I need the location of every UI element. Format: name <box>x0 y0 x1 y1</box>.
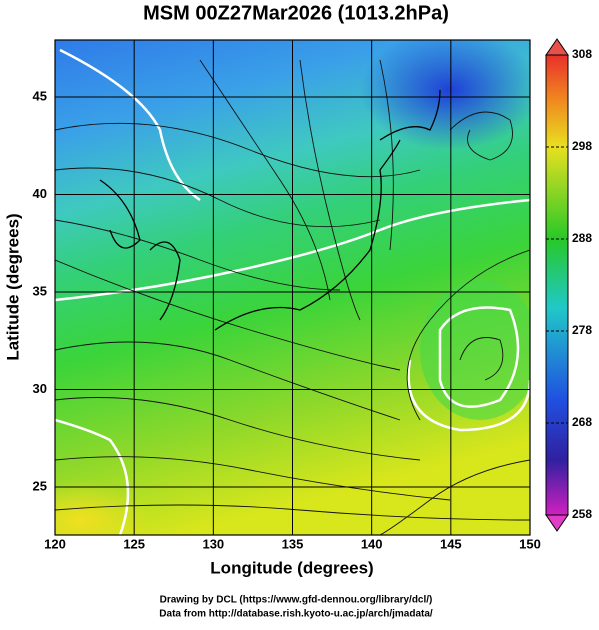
plot-frame <box>54 39 531 536</box>
field <box>55 40 530 535</box>
y-tick-label: 45 <box>33 88 47 103</box>
colorbar <box>545 38 569 532</box>
colorbar-extend <box>545 514 569 532</box>
x-tick-label: 135 <box>282 536 304 551</box>
colorbar-tick-label: 308 <box>572 47 592 61</box>
y-tick-label: 30 <box>33 381 47 396</box>
isotherms <box>55 48 530 535</box>
x-tick-label: 130 <box>202 536 224 551</box>
colorbar-tick-label: 298 <box>572 139 592 153</box>
x-tick-label: 120 <box>44 536 66 551</box>
streamlines <box>55 59 530 535</box>
y-tick-label: 35 <box>33 283 47 298</box>
colorbar-scale <box>545 54 569 516</box>
x-axis-label: Longitude (degrees) <box>210 558 373 577</box>
colorbar-tick-label: 288 <box>572 231 592 245</box>
x-tick-label: 145 <box>440 536 462 551</box>
tick-labels: 120 125 130 135 140 145 150 25 30 35 40 45 258 268 278… <box>33 47 593 551</box>
footer-line: Drawing by DCL (https://www.gfd-dennou.o… <box>160 595 433 606</box>
title: MSM 00Z27Mar2026 (1013.2hPa) <box>143 2 449 24</box>
y-axis-label: Latitude (degrees) <box>3 213 22 360</box>
x-tick-label: 140 <box>361 536 383 551</box>
y-tick-label: 25 <box>33 478 47 493</box>
colorbar-tick-label: 268 <box>572 415 592 429</box>
coastlines <box>99 89 441 331</box>
colorbar-tick-label: 258 <box>572 507 592 521</box>
x-tick-label: 125 <box>123 536 145 551</box>
footer-line: Data from http://database.rish.kyoto-u.a… <box>159 609 433 620</box>
y-tick-label: 40 <box>33 186 47 201</box>
x-tick-label: 150 <box>519 536 541 551</box>
colorbar-tick-label: 278 <box>572 323 592 337</box>
colorbar-extend <box>545 38 569 56</box>
